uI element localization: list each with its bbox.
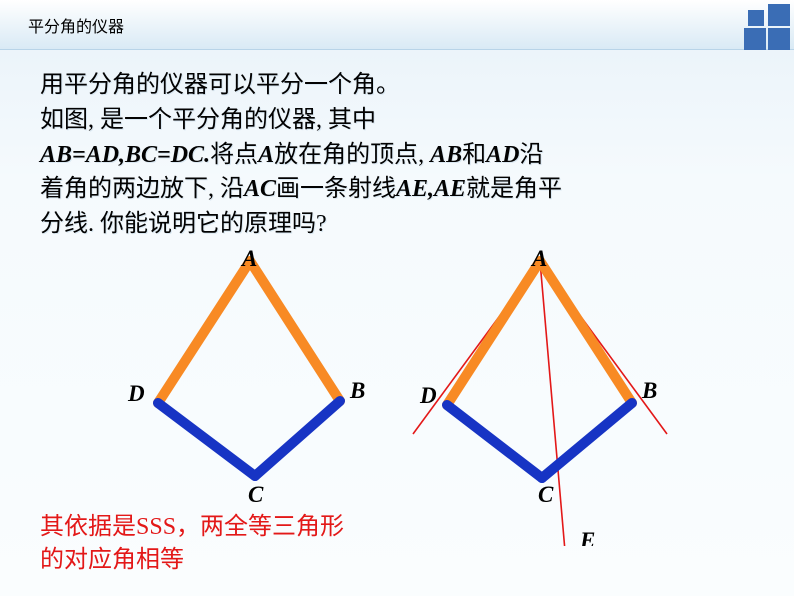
svg-text:B: B: [641, 378, 657, 403]
svg-text:A: A: [530, 246, 547, 271]
body-text: 用平分角的仪器可以平分一个角。 如图, 是一个平分角的仪器, 其中 AB=AD,…: [40, 68, 754, 242]
svg-text:D: D: [419, 383, 437, 408]
svg-text:C: C: [538, 482, 554, 507]
svg-text:A: A: [240, 246, 257, 271]
svg-text:E: E: [579, 528, 595, 546]
svg-text:C: C: [248, 482, 264, 507]
conclusion-text: 其依据是SSS，两全等三角形 的对应角相等: [40, 511, 344, 578]
svg-text:D: D: [127, 381, 145, 406]
svg-text:B: B: [349, 378, 365, 403]
diagram-area: ABDCABDCE: [40, 246, 754, 526]
header-title: 平分角的仪器: [28, 13, 124, 37]
kite-diagrams: A B D C A B D C E: [40, 246, 760, 546]
slide-header: 平分角的仪器: [0, 0, 794, 50]
slide-content: 用平分角的仪器可以平分一个角。 如图, 是一个平分角的仪器, 其中 AB=AD,…: [0, 50, 794, 526]
